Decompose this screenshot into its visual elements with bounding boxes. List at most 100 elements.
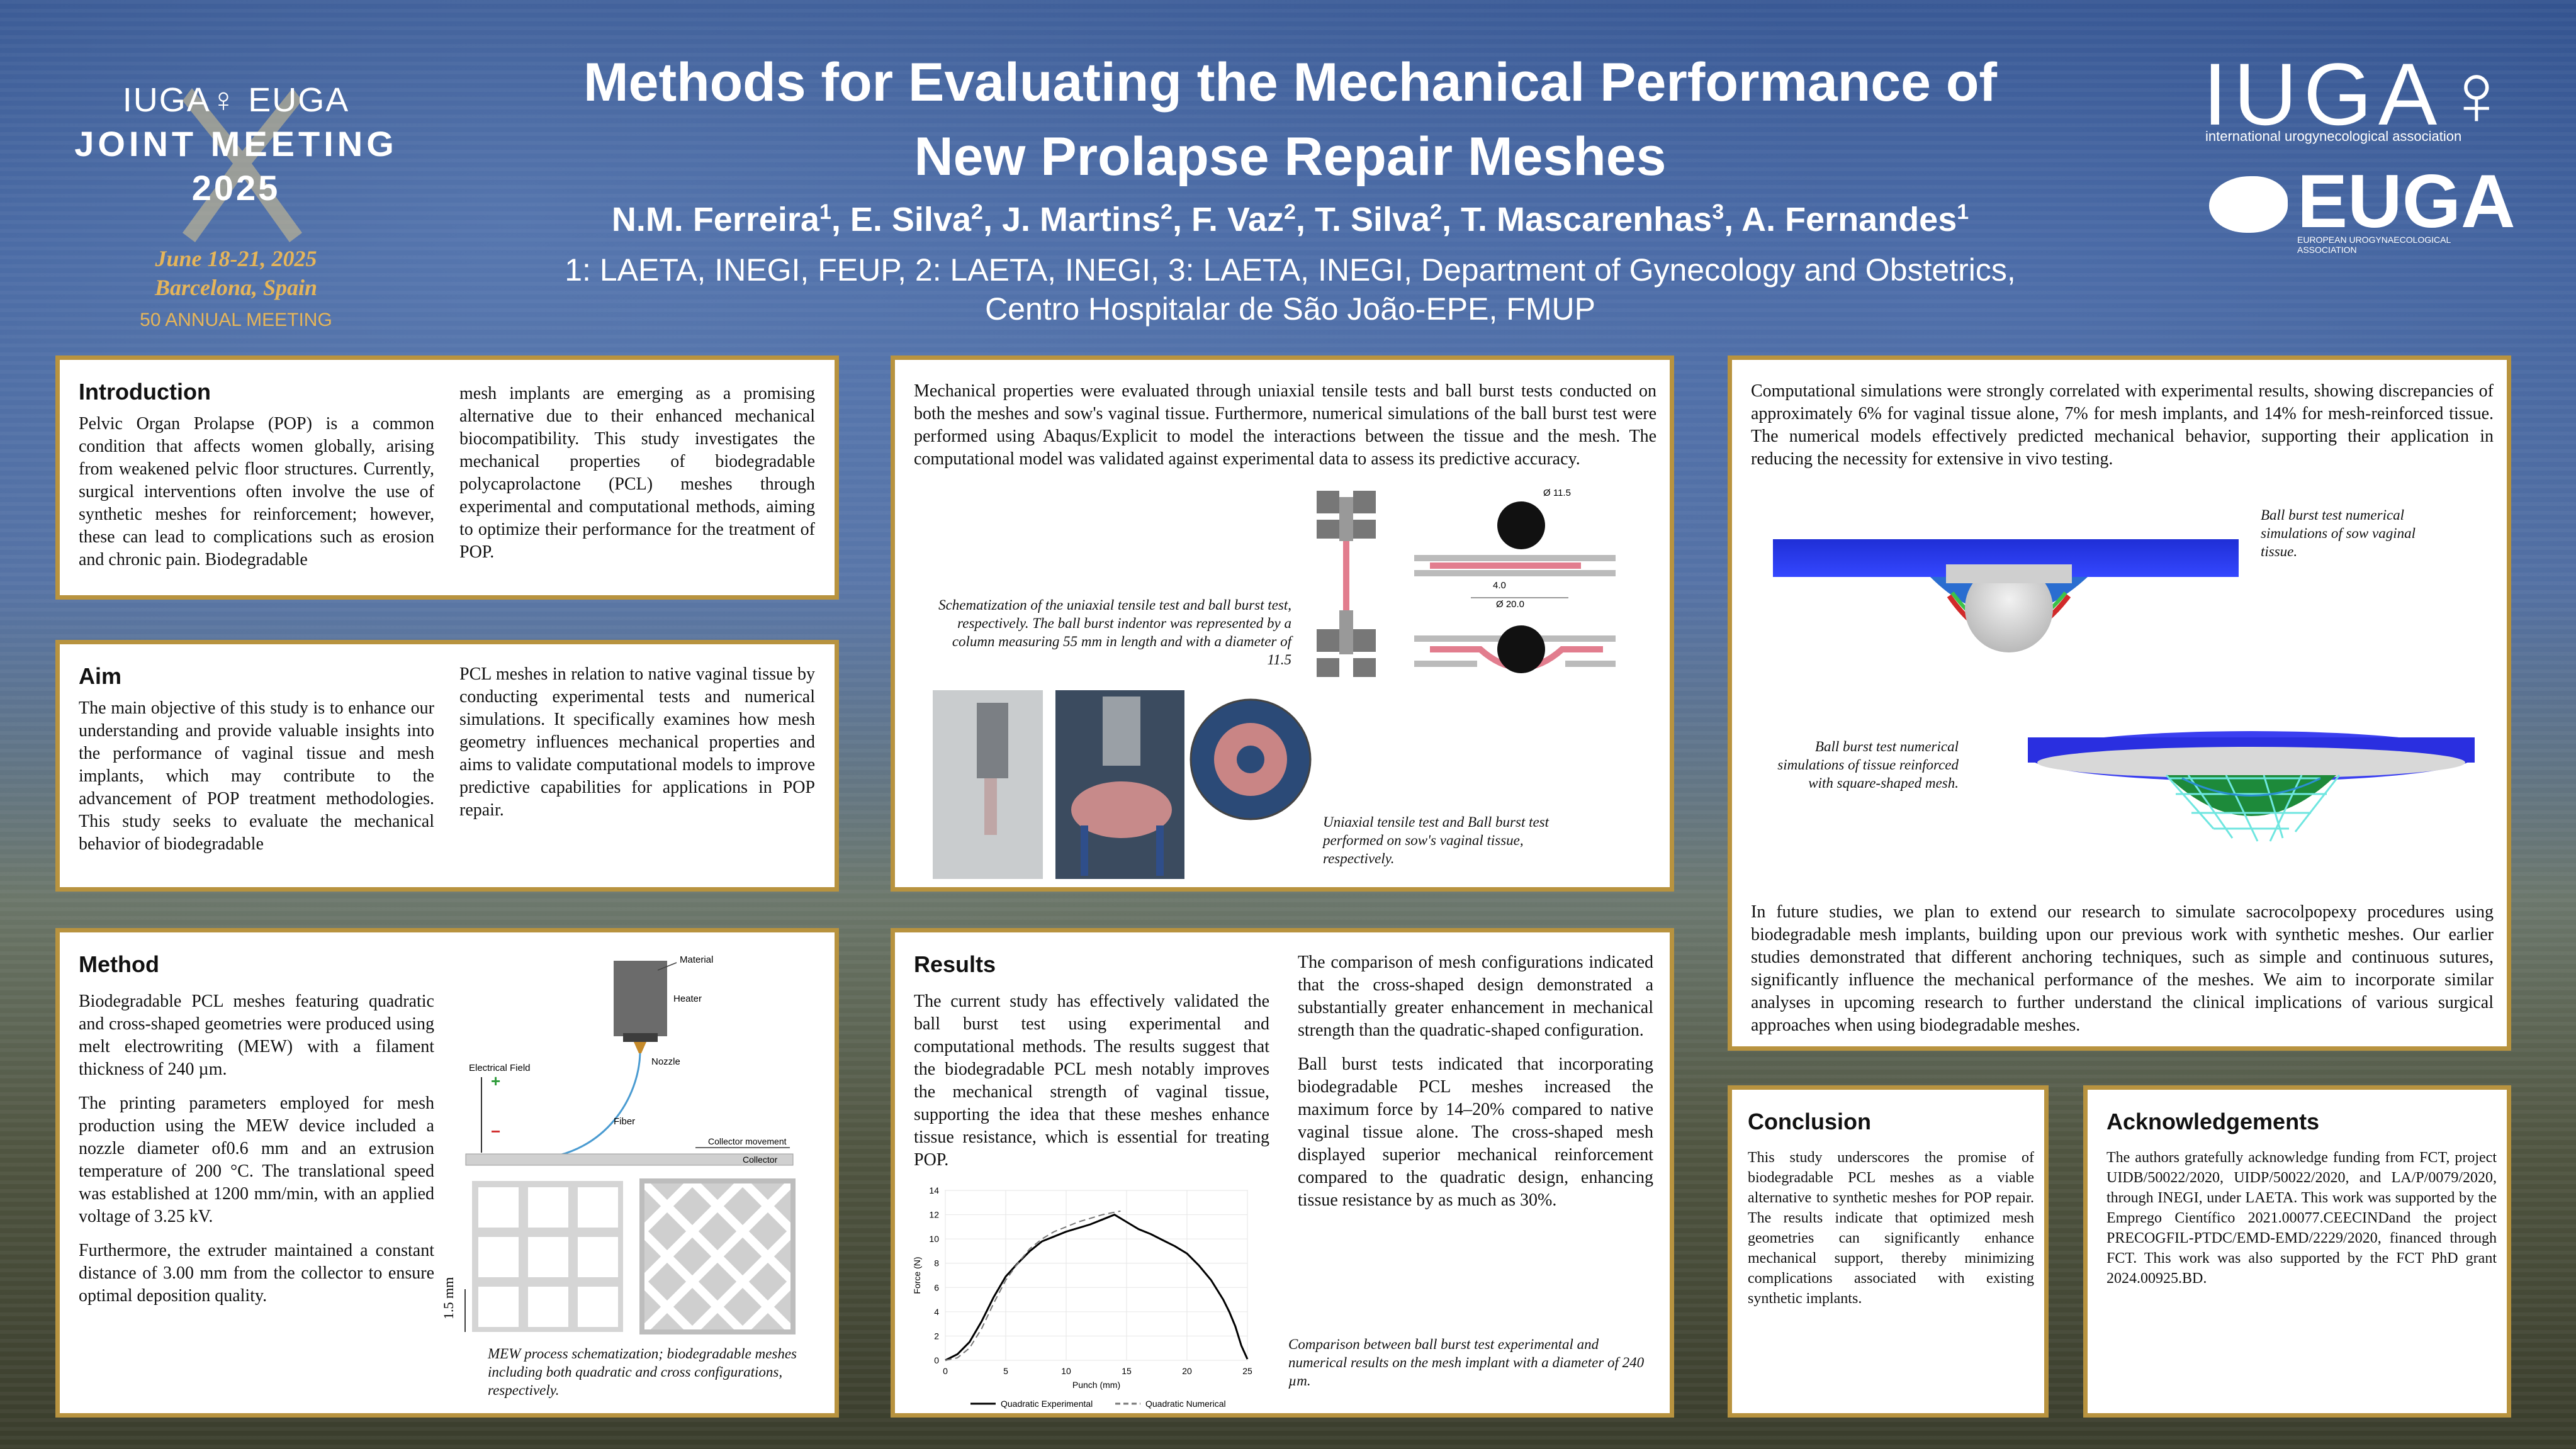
results-paragraph-2: Ball burst tests indicated that incorpor… — [1298, 1055, 1653, 1210]
joint-meeting-place: Barcelona, Spain — [154, 275, 318, 300]
test-schematic: Ø 11.5 4.0 Ø 20.0 — [1317, 488, 1616, 677]
y-axis-label: Force (N) — [912, 1256, 922, 1294]
x-tick-label: 20 — [1182, 1366, 1192, 1376]
dim-ball: Ø 11.5 — [1543, 488, 1571, 498]
results-paragraph-1: The comparison of mesh configurations in… — [1298, 953, 1653, 1040]
minus-sign: − — [491, 1122, 500, 1141]
aim-col-1: The main objective of this study is to e… — [79, 698, 434, 854]
aim-col-2: PCL meshes in relation to native vaginal… — [459, 664, 815, 820]
iuga-wordmark: IUGA♀ — [2203, 45, 2516, 143]
introduction-card: Introduction Pelvic Organ Prolapse (POP)… — [55, 355, 839, 600]
label-collector: Collector — [743, 1155, 778, 1165]
label-electrical-field: Electrical Field — [469, 1063, 531, 1073]
x-axis-label: Punch (mm) — [1072, 1380, 1120, 1390]
future-work-text: In future studies, we plan to extend our… — [1751, 902, 2494, 1035]
sim-caption-2: Ball burst test numerical simulations of… — [1777, 739, 1959, 791]
author-affiliation-index: 2 — [971, 200, 983, 224]
force-punch-chart: 0 2 4 6 8 10 12 14 0 5 10 15 20 25 Punch (mm) Force (N)… — [912, 1185, 1252, 1409]
series-line-numerical — [945, 1210, 1121, 1361]
results-heading: Results — [914, 951, 996, 977]
author-affiliation-index: 2 — [1430, 200, 1442, 224]
tests-text: Mechanical properties were evaluated thr… — [914, 381, 1656, 469]
author-name: N.M. Ferreira — [611, 201, 819, 238]
author-affiliation-index: 1 — [819, 200, 831, 224]
results-caption: Comparison between ball burst test exper… — [1288, 1336, 1645, 1389]
author-name: J. Martins — [1001, 201, 1161, 238]
author-list: N.M. Ferreira1, E. Silva2, J. Martins2, … — [441, 200, 2140, 239]
method-paragraph-1: Biodegradable PCL meshes featuring quadr… — [79, 992, 434, 1079]
conclusion-card: Conclusion This study underscores the pr… — [1728, 1085, 2049, 1418]
label-collector-movement: Collector movement — [708, 1136, 787, 1146]
method-caption: MEW process schematization; biodegradabl… — [488, 1346, 797, 1398]
poster-header: Methods for Evaluating the Mechanical Pe… — [0, 0, 2576, 352]
introduction-heading: Introduction — [79, 379, 211, 405]
label-material: Material — [680, 954, 713, 965]
dim-gap: 4.0 — [1493, 580, 1506, 591]
label-fiber: Fiber — [614, 1116, 635, 1127]
x-mark-icon — [183, 88, 302, 242]
aim-card: Aim The main objective of this study is … — [55, 640, 839, 892]
collector-plate — [465, 1153, 794, 1166]
x-tick-label: 5 — [1003, 1366, 1008, 1376]
author-affiliation-index: 2 — [1284, 200, 1296, 224]
author-name: F. Vaz — [1191, 201, 1285, 238]
results-col-1: The current study has effectively valida… — [914, 992, 1269, 1170]
plot-area — [945, 1190, 1248, 1361]
author-separator: , — [831, 201, 850, 238]
y-tick-label: 14 — [929, 1185, 939, 1195]
joint-meeting-anniversary: 50 ANNUAL MEETING — [140, 310, 332, 330]
y-tick-label: 2 — [934, 1331, 939, 1341]
author-affiliation-index: 1 — [1957, 200, 1969, 224]
method-card: Method Biodegradable PCL meshes featurin… — [55, 928, 839, 1418]
test-photos — [933, 690, 1312, 879]
fiber-line — [537, 1053, 641, 1160]
title-line-1: Methods for Evaluating the Mechanical Pe… — [583, 52, 1997, 113]
euga-brain-icon — [2209, 176, 2288, 233]
y-tick-label: 0 — [934, 1355, 939, 1365]
heater-block — [614, 961, 667, 1036]
acknowledgements-heading: Acknowledgements — [2106, 1109, 2320, 1134]
author-name: A. Fernandes — [1741, 201, 1957, 238]
author-affiliation-index: 2 — [1161, 200, 1173, 224]
results-card: Results The current study has effectivel… — [891, 928, 1674, 1418]
conclusion-heading: Conclusion — [1748, 1109, 1871, 1134]
method-heading: Method — [79, 951, 159, 977]
sim-mesh-image — [2028, 731, 2475, 842]
conclusion-text: This study underscores the promise of bi… — [1748, 1150, 2034, 1307]
burst-ball-bottom — [1497, 625, 1545, 673]
x-tick-label: 0 — [943, 1366, 948, 1376]
poster-title: Methods for Evaluating the Mechanical Pe… — [503, 45, 2077, 194]
simulation-card: Computational simulations were strongly … — [1728, 355, 2511, 1051]
legend-label: Quadratic Numerical — [1145, 1399, 1226, 1409]
label-nozzle: Nozzle — [651, 1056, 680, 1067]
series-line-experimental — [945, 1213, 1249, 1362]
quadratic-mesh — [472, 1181, 623, 1332]
acknowledgements-card: Acknowledgements The authors gratefully … — [2083, 1085, 2511, 1418]
euga-wordmark: EUGA — [2297, 159, 2516, 243]
author-name: T. Silva — [1314, 201, 1431, 238]
x-tick-label: 25 — [1242, 1366, 1252, 1376]
dim-hole: Ø 20.0 — [1496, 599, 1524, 610]
author-affiliation-index: 3 — [1712, 200, 1724, 224]
cross-mesh — [639, 1178, 796, 1335]
joint-meeting-logo: IUGA♀ EUGA JOINT MEETING 2025 June 18-21… — [60, 63, 412, 333]
author-separator: , — [982, 201, 1002, 238]
introduction-col-1: Pelvic Organ Prolapse (POP) is a common … — [79, 414, 434, 569]
y-tick-label: 4 — [934, 1307, 939, 1317]
title-line-2: New Prolapse Repair Meshes — [914, 126, 1667, 187]
iuga-euga-logo: IUGA♀ international urogynecological ass… — [2203, 50, 2516, 258]
sim-tissue-image — [1773, 539, 2239, 652]
sim-ball — [1965, 564, 2053, 652]
mew-diagram: Material Heater Nozzle Electrical Field … — [441, 954, 796, 1335]
affiliations-line-2: Centro Hospitalar de São João-EPE, FMUP — [985, 291, 1595, 327]
joint-meeting-label: JOINT MEETING — [74, 124, 398, 164]
author-name: T. Mascarenhas — [1461, 201, 1713, 238]
legend-label: Quadratic Experimental — [1001, 1399, 1093, 1409]
introduction-col-2: mesh implants are emerging as a promisin… — [459, 384, 815, 562]
y-tick-label: 6 — [934, 1282, 939, 1292]
label-heater: Heater — [673, 993, 702, 1004]
author-separator: , — [1724, 201, 1742, 238]
methods-tests-card: Mechanical properties were evaluated thr… — [891, 355, 1674, 892]
method-paragraph-2: The printing parameters employed for mes… — [79, 1094, 434, 1226]
y-tick-label: 8 — [934, 1258, 939, 1268]
